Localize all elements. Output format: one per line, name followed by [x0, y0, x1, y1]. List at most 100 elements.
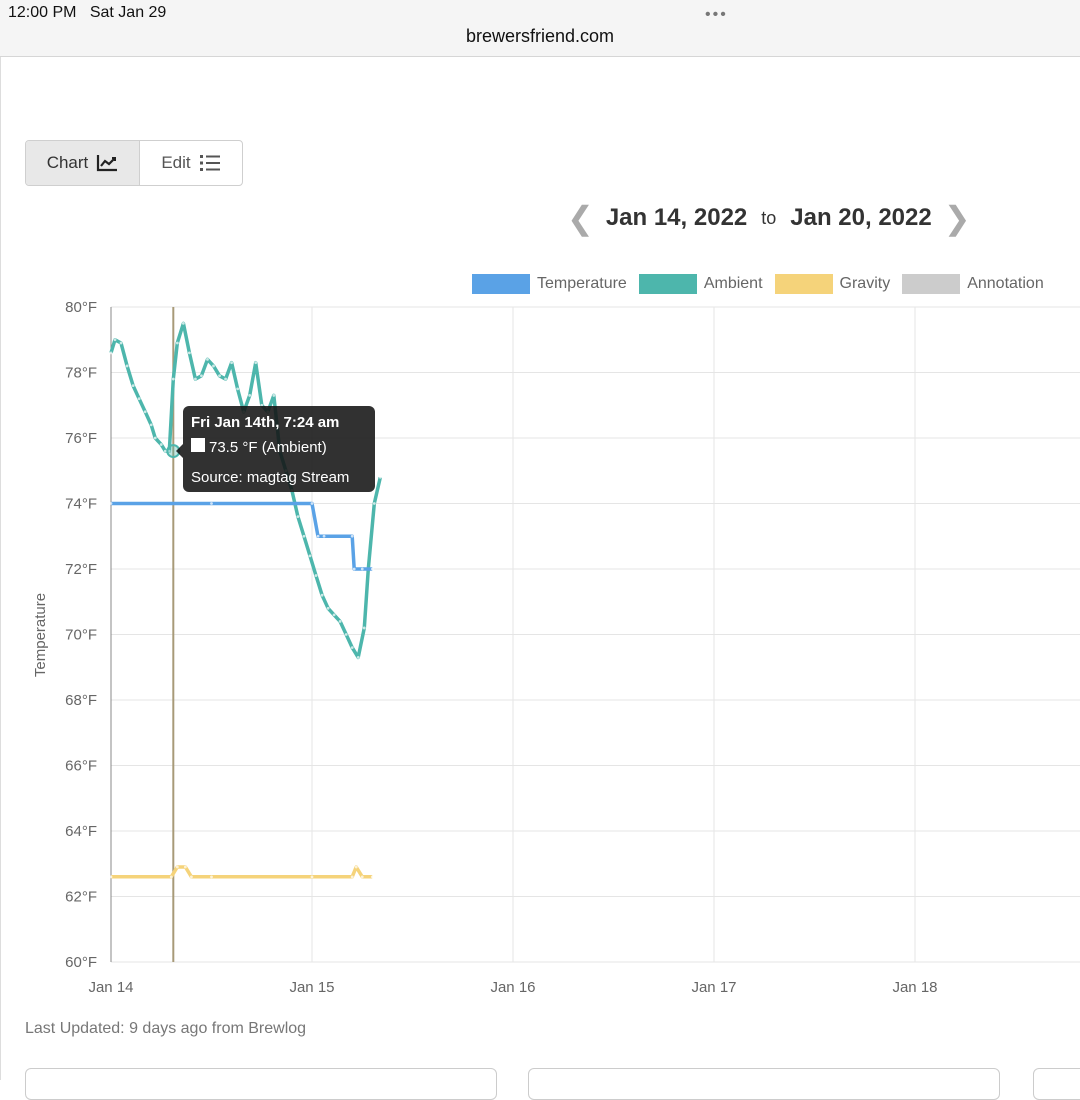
data-point-ambient: [378, 475, 382, 479]
legend-item-annotation[interactable]: Annotation: [902, 274, 1044, 294]
data-point-ambient: [356, 656, 360, 659]
data-point-ambient: [194, 377, 197, 381]
legend-label-gravity: Gravity: [839, 275, 891, 292]
clock-time: 12:00 PM: [8, 4, 77, 21]
y-tick-label: 74°F: [65, 496, 97, 513]
y-axis-label: Temperature: [32, 593, 49, 677]
chart-legend: Temperature Ambient Gravity Annotation: [472, 274, 1056, 294]
list-icon: [199, 155, 220, 171]
data-point-gravity: [175, 865, 179, 869]
data-point-gravity: [360, 875, 364, 879]
data-point-temperature: [352, 567, 356, 571]
data-point-temperature: [316, 534, 320, 538]
url-bar[interactable]: brewersfriend.com: [380, 26, 700, 47]
data-point-ambient: [149, 423, 153, 427]
x-tick-label: Jan 16: [490, 979, 535, 996]
data-point-ambient: [175, 341, 179, 345]
data-point-gravity: [169, 875, 173, 879]
data-point-ambient: [314, 574, 318, 577]
data-point-gravity: [190, 875, 193, 879]
legend-swatch-temperature: [472, 274, 530, 294]
chart-tooltip: Fri Jan 14th, 7:24 am 73.5 °F (Ambient) …: [176, 406, 375, 492]
data-point-ambient: [218, 374, 221, 378]
info-card-2: [528, 1068, 1000, 1100]
line-chart-icon: [97, 155, 118, 172]
legend-label-ambient: Ambient: [703, 275, 763, 292]
url-text: brewersfriend.com: [465, 26, 615, 46]
legend-item-ambient[interactable]: Ambient: [638, 274, 763, 294]
data-point-ambient: [344, 633, 348, 636]
data-point-ambient: [212, 364, 215, 368]
x-tick-label: Jan 14: [88, 979, 133, 996]
legend-label-temperature: Temperature: [537, 275, 627, 292]
x-tick-label: Jan 17: [691, 979, 736, 996]
data-point-gravity: [354, 865, 358, 869]
data-point-ambient: [159, 443, 163, 446]
data-point-ambient: [224, 377, 227, 381]
range-separator: to: [761, 207, 777, 228]
data-point-ambient: [320, 593, 324, 597]
chart-view-button[interactable]: Chart: [26, 141, 140, 185]
series-line-gravity: [111, 865, 373, 879]
data-point-temperature: [109, 502, 113, 505]
x-tick-label: Jan 18: [892, 979, 937, 996]
data-point-ambient: [272, 394, 276, 397]
series-line-ambient: [109, 321, 383, 660]
data-point-ambient: [230, 361, 234, 365]
chevron-right-icon[interactable]: ❯: [943, 200, 971, 236]
data-point-ambient: [362, 626, 366, 630]
data-point-ambient: [338, 620, 342, 623]
edit-view-button[interactable]: Edit: [140, 141, 242, 185]
tooltip-value: 73.5 °F (Ambient): [209, 439, 327, 456]
data-point-gravity: [109, 875, 113, 879]
data-point-ambient: [200, 374, 203, 378]
info-card-3: [1033, 1068, 1080, 1100]
data-point-ambient: [171, 377, 175, 381]
x-tick-label: Jan 15: [289, 979, 334, 996]
data-point-ambient: [326, 606, 330, 610]
data-point-ambient: [131, 384, 135, 387]
data-point-gravity: [310, 875, 314, 879]
status-bar: 12:00 PM Sat Jan 29 ••• brewersfriend.co…: [0, 0, 1080, 57]
data-point-temperature: [322, 534, 326, 538]
more-dots-icon[interactable]: •••: [705, 6, 728, 23]
legend-item-temperature[interactable]: Temperature: [472, 274, 627, 294]
range-start-date: Jan 14, 2022: [605, 204, 748, 231]
data-point-ambient: [372, 502, 376, 505]
y-tick-label: 76°F: [65, 430, 97, 447]
data-point-ambient: [260, 403, 264, 407]
clock-date: Sat Jan 29: [89, 4, 167, 21]
data-point-ambient: [332, 613, 336, 617]
temperature-chart[interactable]: 60°F 62°F 64°F 66°F 68°F 70°F 72°F 74°F 76°F 78°F…: [0, 290, 1080, 1010]
y-tick-label: 62°F: [65, 889, 97, 906]
legend-item-gravity[interactable]: Gravity: [774, 274, 891, 294]
legend-label-annotation: Annotation: [967, 275, 1044, 292]
data-point-temperature: [360, 567, 364, 571]
status-time: 12:00 PM Sat Jan 29: [8, 4, 166, 22]
y-tick-label: 80°F: [65, 299, 97, 316]
last-updated-text: Last Updated: 9 days ago from Brewlog: [25, 1020, 307, 1037]
data-point-ambient: [302, 534, 306, 538]
data-point-ambient: [206, 358, 209, 361]
y-tick-label: 64°F: [65, 823, 97, 840]
data-point-ambient: [167, 449, 171, 453]
data-point-temperature: [310, 502, 314, 505]
data-point-gravity: [183, 865, 187, 869]
info-card-1: [25, 1068, 497, 1100]
legend-swatch-ambient: [638, 274, 697, 294]
data-point-ambient: [125, 364, 129, 368]
legend-swatch-annotation: [902, 274, 961, 294]
data-point-temperature: [370, 567, 374, 571]
data-point-ambient: [308, 554, 312, 558]
data-point-ambient: [109, 351, 113, 355]
data-point-ambient: [248, 394, 252, 397]
series-line-temperature: [111, 501, 373, 571]
data-point-ambient: [119, 341, 123, 345]
data-point-ambient: [296, 515, 300, 518]
y-tick-label: 68°F: [65, 692, 97, 709]
chevron-left-icon[interactable]: ❮: [567, 200, 594, 236]
data-point-gravity: [210, 875, 213, 879]
view-toggle: Chart Edit: [25, 140, 243, 186]
page-content: [0, 57, 1080, 1080]
y-tick-label: 78°F: [65, 365, 97, 382]
